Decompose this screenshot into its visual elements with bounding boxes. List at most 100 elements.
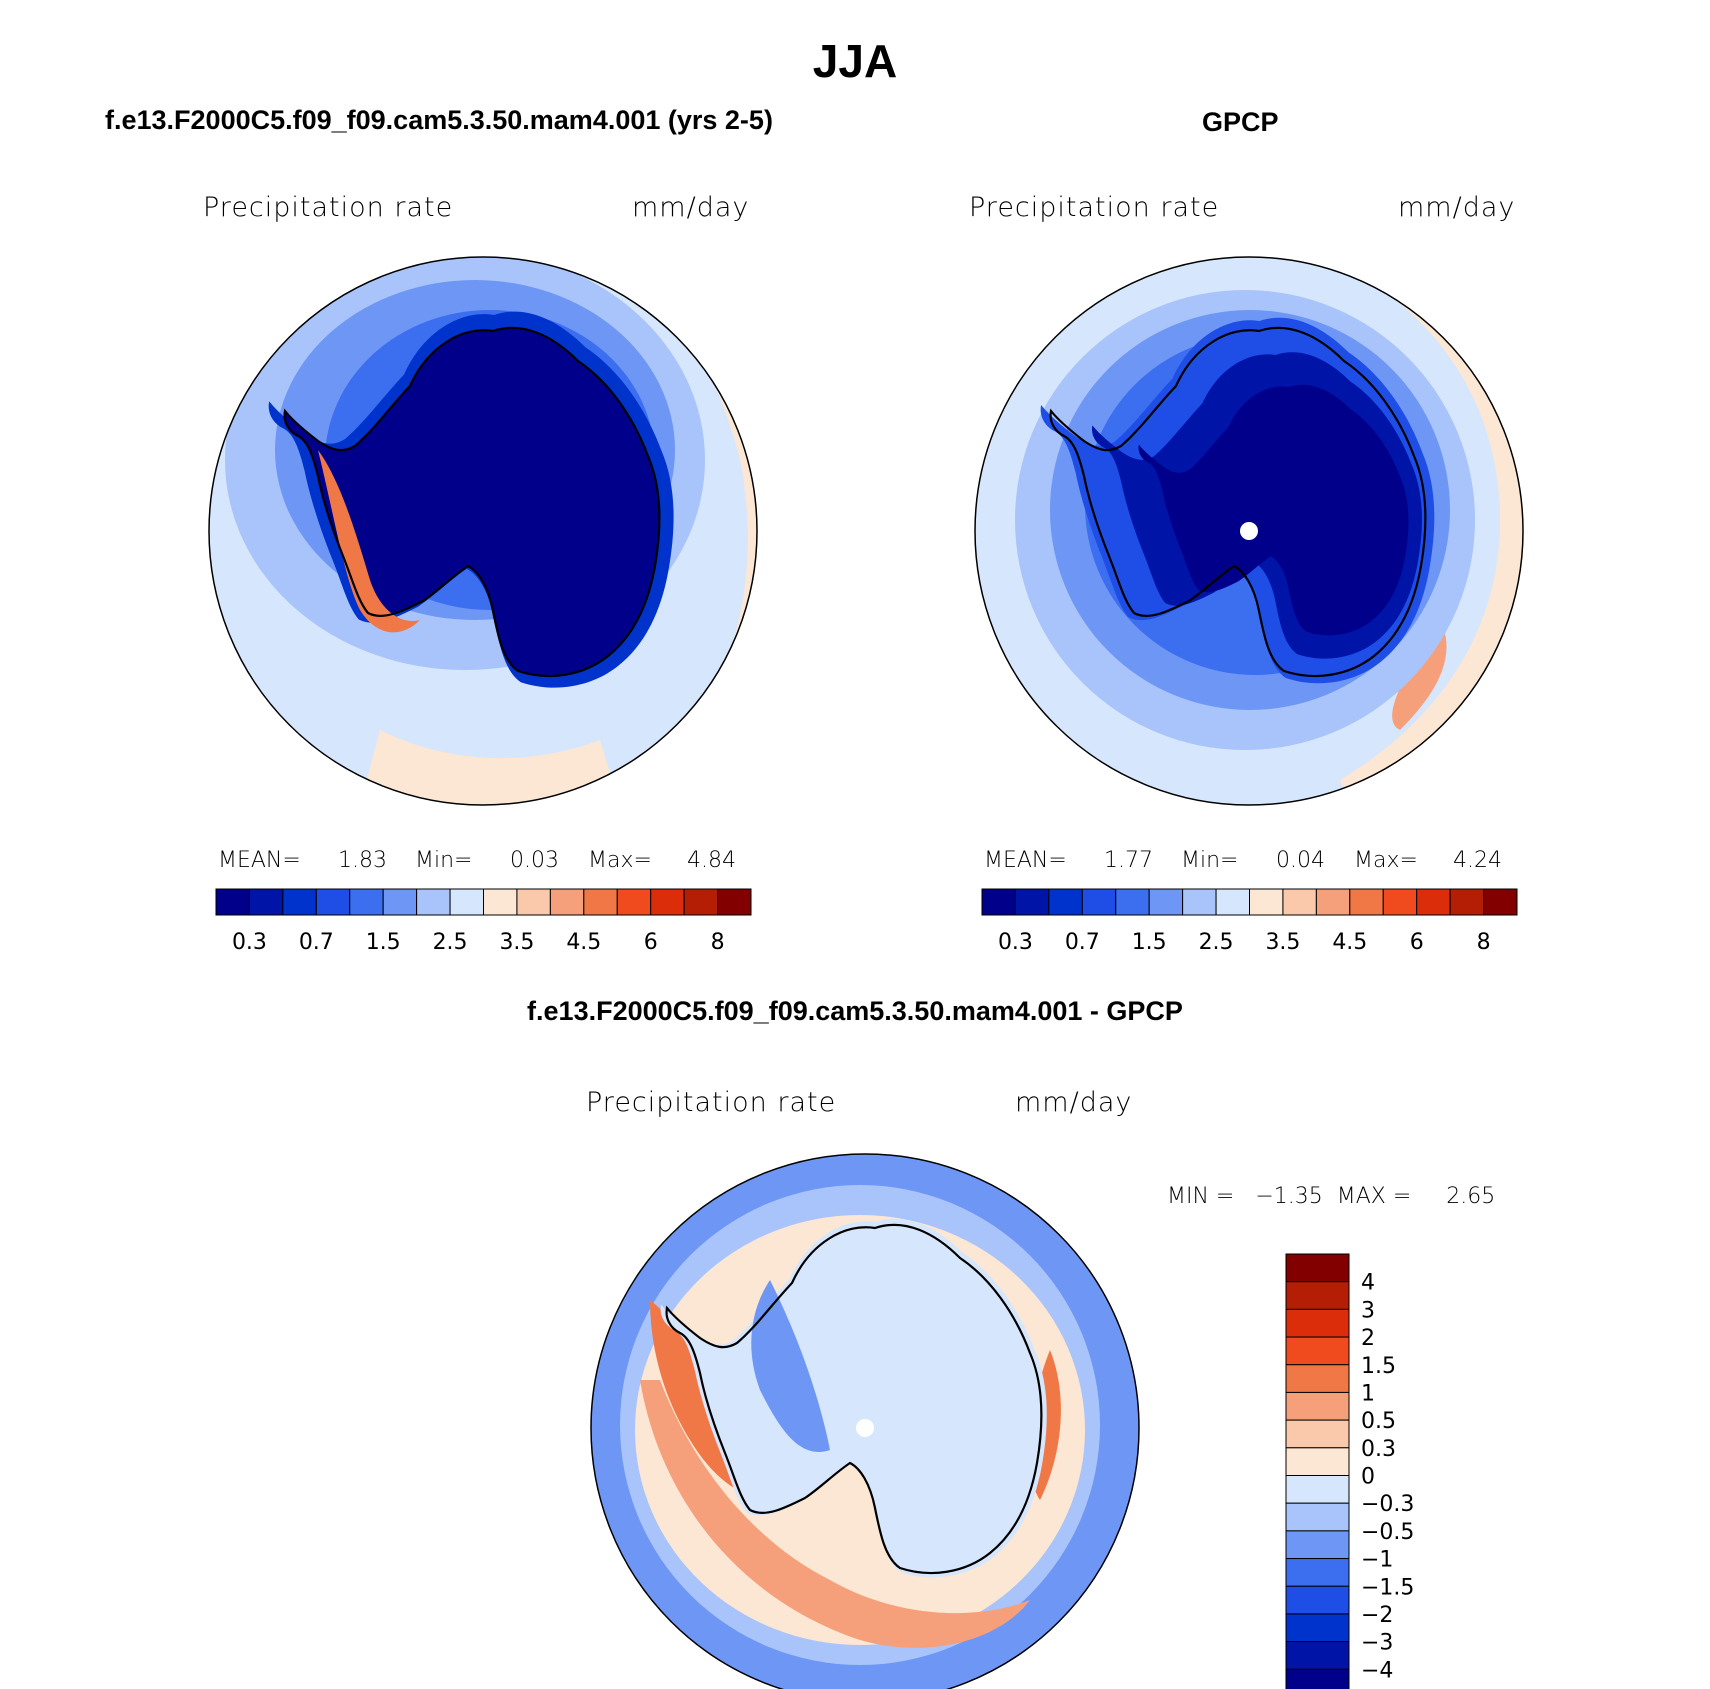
model-units-label: mm/day (632, 192, 750, 223)
diff-colorbar-swatch (1285, 1253, 1350, 1283)
diff-panel-title: f.e13.F2000C5.f09_f09.cam5.3.50.mam4.001… (527, 996, 1183, 1026)
model-colorbar-swatch (683, 888, 719, 916)
diff-colorbar-swatch (1285, 1585, 1350, 1615)
obs-colorbar-tick-label: 4.5 (1332, 930, 1367, 955)
model-colorbar-swatch (717, 888, 752, 916)
obs-colorbar-tick-label: 3.5 (1265, 930, 1300, 955)
obs-colorbar: 0.3 0.7 1.5 2.5 3.5 4.5 6 8 (981, 888, 1518, 955)
obs-colorbar-swatch (1048, 888, 1083, 916)
obs-colorbar-swatch (1416, 888, 1451, 916)
diff-colorbar-swatch (1285, 1641, 1350, 1670)
diff-map-boundary (590, 1153, 1140, 1689)
diff-pole-missing-data (856, 1419, 874, 1437)
model-colorbar-tick-label: 3.5 (499, 930, 534, 955)
obs-east-wet-band (1320, 257, 1523, 805)
diff-colorbar-tick-label: −1 (1361, 1548, 1393, 1573)
obs-colorbar-tick-label: 2.5 (1199, 930, 1234, 955)
obs-colorbar-tick-label: 0.3 (998, 930, 1033, 955)
model-colorbar-swatch (416, 888, 451, 916)
diff-colorbar-swatch (1285, 1447, 1350, 1476)
model-colorbar-swatch (282, 888, 317, 916)
model-max-label: Max= (588, 848, 652, 873)
diff-colorbar-swatch (1285, 1391, 1350, 1421)
model-colorbar: 0.3 0.7 1.5 2.5 3.5 4.5 6 8 (215, 888, 752, 955)
model-colorbar-tick-label: 1.5 (366, 930, 401, 955)
obs-colorbar-swatch (1349, 888, 1384, 916)
obs-colorbar-swatch (1449, 888, 1485, 916)
model-min-label: Min= (415, 848, 473, 873)
diff-colorbar-swatch (1285, 1558, 1350, 1587)
obs-colorbar-swatch (1483, 888, 1518, 916)
obs-colorbar-swatch (1014, 888, 1050, 916)
obs-mean-label: MEAN= (984, 848, 1067, 873)
model-variable-label: Precipitation rate (203, 192, 454, 223)
diff-colorbar-swatch (1285, 1668, 1350, 1689)
model-colorbar-swatch (549, 888, 585, 916)
diff-units-label: mm/day (1015, 1087, 1133, 1118)
obs-pole-missing-data (1240, 522, 1258, 540)
obs-colorbar-tick-label: 8 (1477, 930, 1491, 955)
diff-colorbar-tick-label: 4 (1361, 1271, 1375, 1296)
diff-colorbar-swatch (1285, 1502, 1350, 1532)
model-colorbar-tick-label: 0.7 (299, 930, 334, 955)
obs-colorbar-swatch (1315, 888, 1351, 916)
diff-colorbar-tick-label: 3 (1361, 1298, 1375, 1323)
obs-colorbar-swatch (1249, 888, 1284, 916)
obs-colorbar-tick-label: 1.5 (1132, 930, 1167, 955)
obs-mean-value: 1.77 (1104, 848, 1153, 873)
diff-colorbar-tick-label: 2 (1361, 1326, 1375, 1351)
obs-colorbar-swatch (1148, 888, 1184, 916)
diff-colorbar-tick-label: 1.5 (1361, 1354, 1396, 1379)
model-colorbar-swatch (248, 888, 284, 916)
diff-polar-map (590, 1153, 1140, 1689)
model-south-wet-sector (360, 730, 620, 805)
figure-title: JJA (812, 35, 898, 87)
diff-colorbar-swatch (1285, 1530, 1350, 1560)
obs-variable-label: Precipitation rate (969, 192, 1220, 223)
model-map-boundary (208, 256, 758, 806)
diff-colorbar-tick-label: 0.3 (1361, 1437, 1396, 1462)
diff-variable-label: Precipitation rate (586, 1087, 837, 1118)
model-colorbar-swatch (616, 888, 652, 916)
model-polar-map (208, 256, 758, 806)
diff-south-wet-band (640, 1380, 1030, 1648)
diff-colorbar: 43 2 1.51 0.5 0.3 0−0.3 −0.5 −1−1.5 −2 −3−4 (1285, 1253, 1414, 1689)
model-colorbar-tick-label: 2.5 (433, 930, 468, 955)
diff-colorbar-tick-label: −0.3 (1361, 1492, 1414, 1517)
diff-west-dry-band (751, 1280, 830, 1452)
obs-colorbar-swatch (1182, 888, 1217, 916)
model-peninsula-wet-band (318, 450, 420, 633)
obs-panel-title: GPCP (1202, 107, 1279, 137)
model-colorbar-tick-label: 4.5 (566, 930, 601, 955)
diff-colorbar-tick-label: 1 (1361, 1381, 1375, 1406)
model-mean-value: 1.83 (338, 848, 387, 873)
obs-colorbar-swatch (1215, 888, 1250, 916)
diff-colorbar-tick-label: −3 (1361, 1631, 1393, 1656)
diff-colorbar-tick-label: 0.5 (1361, 1409, 1396, 1434)
diff-colorbar-tick-label: −2 (1361, 1603, 1393, 1628)
model-panel-title: f.e13.F2000C5.f09_f09.cam5.3.50.mam4.001… (105, 105, 773, 135)
diff-colorbar-tick-label: −4 (1361, 1658, 1393, 1683)
model-colorbar-swatch (449, 888, 484, 916)
model-colorbar-tick-label: 6 (644, 930, 658, 955)
model-colorbar-tick-label: 0.3 (232, 930, 267, 955)
obs-max-value: 4.24 (1453, 848, 1502, 873)
diff-colorbar-swatch (1285, 1613, 1350, 1643)
obs-colorbar-swatch (981, 888, 1016, 916)
diff-colorbar-swatch (1285, 1475, 1350, 1504)
diff-colorbar-tick-label: −0.5 (1361, 1520, 1414, 1545)
model-colorbar-swatch (215, 888, 250, 916)
model-max-value: 4.84 (687, 848, 736, 873)
diff-min-max-stats: MIN = −1.35 MAX = 2.65 (1167, 1184, 1496, 1209)
diff-colorbar-swatch (1285, 1419, 1350, 1449)
model-colorbar-swatch (650, 888, 685, 916)
model-colorbar-swatch (315, 888, 351, 916)
diff-colorbar-tick-label: 0 (1361, 1465, 1375, 1490)
obs-colorbar-tick-label: 0.7 (1065, 930, 1100, 955)
obs-colorbar-swatch (1115, 888, 1150, 916)
obs-colorbar-swatch (1382, 888, 1418, 916)
diff-colorbar-swatch (1285, 1281, 1350, 1310)
obs-min-label: Min= (1181, 848, 1239, 873)
model-colorbar-swatch (483, 888, 518, 916)
